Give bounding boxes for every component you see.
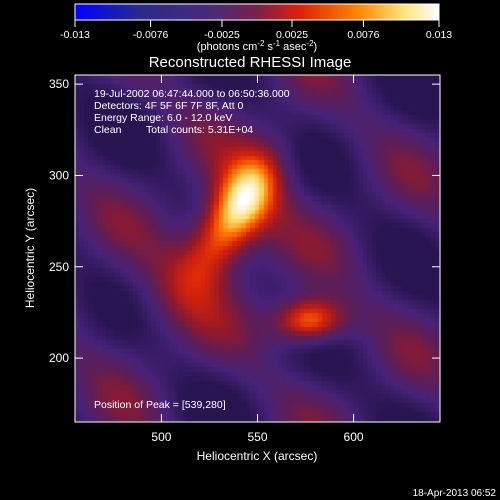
x-tick-label: 500 (151, 430, 171, 444)
y-tick-label: 250 (49, 260, 69, 274)
x-tick-label: 550 (247, 430, 267, 444)
y-axis-label: Heliocentric Y (arcsec) (23, 188, 37, 308)
colorbar-units: (photons cm-2 s-1 asec-2) (197, 39, 317, 53)
heatmap-image (75, 75, 440, 422)
x-tick-label: 600 (344, 430, 364, 444)
colorbar-tick-label: 0.0025 (276, 29, 308, 41)
axis-ticks: 500 550 600 200 250 300 350 (49, 75, 440, 444)
y-tick-label: 200 (49, 351, 69, 365)
x-axis-label: Heliocentric X (arcsec) (197, 449, 318, 463)
colorbar-tick-label: -0.0025 (204, 29, 240, 41)
colorbar-tick-label: 0.013 (426, 29, 452, 41)
colorbar-tick-label: -0.0076 (133, 29, 169, 41)
annotation-block: 19-Jul-2002 06:47:44.000 to 06:50:36.000… (94, 88, 290, 411)
annotation-clean: Clean (94, 124, 122, 136)
annotation-time: 19-Jul-2002 06:47:44.000 to 06:50:36.000 (94, 88, 290, 100)
colorbar-ticks: -0.013 -0.0076 -0.0025 0.0025 0.0076 0.013 (60, 20, 452, 41)
colorbar-tick-label: 0.0076 (347, 29, 379, 41)
annotation-counts: Total counts: 5.31E+04 (146, 124, 253, 136)
chart-title: Reconstructed RHESSI Image (149, 54, 352, 71)
y-tick-label: 350 (49, 77, 69, 91)
annotation-detectors: Detectors: 4F 5F 6F 7F 8F, Att 0 (94, 100, 244, 112)
annotation-energy: Energy Range: 6.0 - 12.0 keV (94, 112, 232, 124)
annotation-peak: Position of Peak = [539,280] (94, 399, 226, 411)
colorbar (74, 3, 440, 21)
colorbar-tick-label: -0.013 (60, 29, 90, 41)
footer-date: 18-Apr-2013 06:52 (413, 488, 497, 499)
y-tick-label: 300 (49, 168, 69, 182)
